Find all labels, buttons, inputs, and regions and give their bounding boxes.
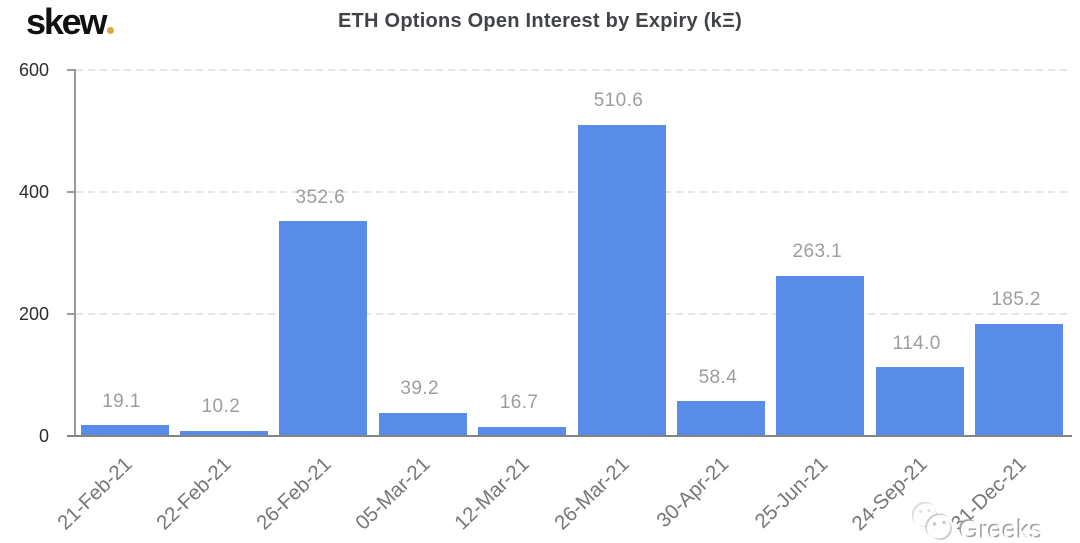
svg-text:Greeks: Greeks [960,515,1044,543]
svg-text:Greeks: Greeks [958,514,1042,543]
